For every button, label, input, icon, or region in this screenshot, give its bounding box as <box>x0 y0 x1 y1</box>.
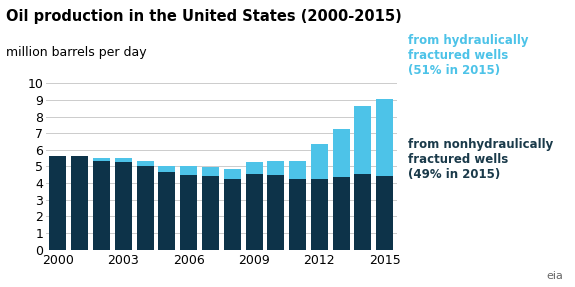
Bar <box>71 156 89 250</box>
Text: from hydraulically
fractured wells
(51% in 2015): from hydraulically fractured wells (51% … <box>408 34 529 77</box>
Bar <box>289 161 306 179</box>
Bar <box>311 144 328 179</box>
Bar <box>115 158 132 162</box>
Bar <box>202 167 219 176</box>
Bar <box>354 174 371 250</box>
Bar <box>202 176 219 250</box>
Bar <box>246 162 263 174</box>
Bar <box>137 166 154 250</box>
Bar <box>354 106 371 174</box>
Text: eia: eia <box>547 271 564 281</box>
Bar <box>246 174 263 250</box>
Bar <box>137 162 154 166</box>
Bar <box>333 177 350 250</box>
Bar <box>180 166 197 175</box>
Bar <box>93 158 110 161</box>
Bar <box>159 166 175 172</box>
Bar <box>93 161 110 250</box>
Bar <box>180 175 197 250</box>
Bar <box>224 179 241 250</box>
Bar <box>289 179 306 250</box>
Bar <box>376 177 393 250</box>
Text: million barrels per day: million barrels per day <box>6 46 147 59</box>
Bar <box>159 172 175 250</box>
Bar <box>115 162 132 250</box>
Text: Oil production in the United States (2000-2015): Oil production in the United States (200… <box>6 9 401 24</box>
Bar <box>267 161 284 175</box>
Bar <box>376 99 393 177</box>
Text: from nonhydraulically
fractured wells
(49% in 2015): from nonhydraulically fractured wells (4… <box>408 138 554 181</box>
Bar <box>49 156 67 250</box>
Bar <box>224 169 241 179</box>
Bar <box>333 129 350 177</box>
Bar <box>267 175 284 250</box>
Bar <box>311 179 328 250</box>
